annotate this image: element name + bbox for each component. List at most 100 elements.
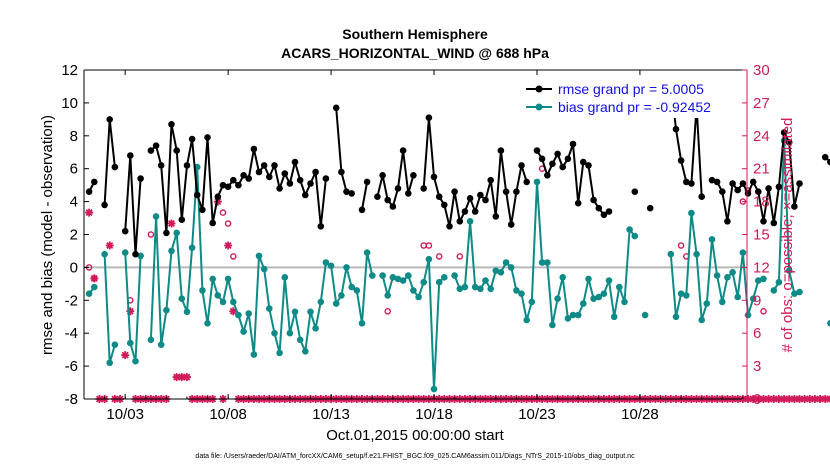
rmse-point xyxy=(255,168,263,176)
x-tick-label: 10/28 xyxy=(621,406,659,423)
bias-point xyxy=(708,236,716,243)
bias-point xyxy=(477,285,484,293)
y-tick-label: 10 xyxy=(61,95,78,112)
rmse-point xyxy=(502,188,510,195)
bias-point xyxy=(235,311,242,319)
rmse-point xyxy=(132,250,139,258)
obs-assimilated-marker xyxy=(749,395,758,403)
bias-point xyxy=(379,272,386,279)
bias-point xyxy=(85,290,93,298)
obs-possible-marker xyxy=(219,209,227,216)
bias-point xyxy=(513,287,520,294)
rmse-point xyxy=(147,147,155,154)
obs-assimilated-marker xyxy=(126,307,135,316)
obs-assimilated-marker xyxy=(774,395,783,403)
bias-point xyxy=(420,278,428,286)
rmse-point xyxy=(399,147,407,154)
rmse-point xyxy=(363,178,371,186)
rmse-point xyxy=(245,175,252,182)
rmse-point xyxy=(796,180,803,187)
rmse-point xyxy=(157,162,165,169)
rmse-point xyxy=(173,147,180,154)
bias-point xyxy=(435,278,443,286)
y2-tick-label: 21 xyxy=(753,161,770,178)
obs-assimilated-marker xyxy=(780,395,789,403)
bias-point xyxy=(507,264,515,271)
rmse-point xyxy=(482,196,489,204)
y2-tick-label: 0 xyxy=(753,391,761,408)
rmse-point xyxy=(760,218,767,225)
rmse-point xyxy=(322,175,330,182)
y2-tick-label: 6 xyxy=(753,325,761,342)
rmse-point xyxy=(348,190,356,197)
bias-point xyxy=(168,247,175,255)
bias-point xyxy=(240,328,247,335)
rmse-point xyxy=(430,173,438,181)
obs-assimilated-marker xyxy=(785,395,794,403)
rmse-line-segment xyxy=(124,154,142,256)
bias-point xyxy=(327,262,335,270)
bias-point xyxy=(528,298,536,306)
bias-point xyxy=(183,308,191,316)
rmse-point xyxy=(441,201,448,209)
bias-point xyxy=(610,313,618,321)
rmse-point xyxy=(523,178,530,186)
bias-point xyxy=(441,274,448,281)
rmse-point xyxy=(708,176,716,184)
rmse-point xyxy=(554,150,561,158)
rmse-point xyxy=(307,180,314,187)
rmse-point xyxy=(405,190,412,197)
rmse-point xyxy=(451,188,458,195)
bias-point xyxy=(791,290,798,298)
legend-box xyxy=(520,76,738,118)
bias-point xyxy=(544,259,551,266)
bias-point xyxy=(147,336,155,344)
bias-point xyxy=(626,226,633,233)
rmse-point xyxy=(379,172,386,179)
plot-background xyxy=(84,70,747,399)
rmse-point xyxy=(590,196,597,204)
bias-point xyxy=(348,283,356,291)
bias-point xyxy=(785,267,793,275)
bias-point xyxy=(173,229,180,237)
rmse-point xyxy=(744,190,752,197)
bias-point xyxy=(719,298,726,306)
rmse-point xyxy=(770,219,778,227)
bias-point xyxy=(250,351,258,358)
y2-tick-label: 27 xyxy=(753,95,770,112)
y2-tick-label: 9 xyxy=(753,292,761,309)
bias-point xyxy=(260,265,268,273)
obs-assimilated-marker xyxy=(224,241,233,250)
y2-tick-label: 24 xyxy=(753,128,770,145)
rmse-point xyxy=(163,229,170,237)
rmse-point xyxy=(224,183,232,191)
rmse-point xyxy=(559,163,566,171)
bias-point xyxy=(343,264,350,271)
rmse-point xyxy=(276,185,283,192)
bias-point xyxy=(770,287,778,294)
bias-point xyxy=(744,311,752,319)
rmse-point xyxy=(585,162,592,169)
bias-point xyxy=(111,341,119,349)
bias-point xyxy=(178,295,186,303)
bias-point xyxy=(121,249,129,256)
obs-assimilated-marker xyxy=(759,395,768,403)
rmse-point xyxy=(507,221,515,228)
rmse-point xyxy=(266,173,273,181)
rmse-point xyxy=(389,203,397,210)
rmse-point xyxy=(600,211,608,219)
rmse-point xyxy=(518,162,525,169)
rmse-point xyxy=(821,153,829,161)
bias-point xyxy=(693,250,700,258)
bias-point xyxy=(405,272,412,279)
rmse-point xyxy=(271,162,278,169)
bias-point xyxy=(796,288,803,296)
y-tick-label: -6 xyxy=(65,358,78,375)
bias-point xyxy=(219,298,227,306)
bias-point xyxy=(574,311,582,319)
bias-point xyxy=(415,293,422,301)
rmse-point xyxy=(394,185,402,192)
y2-tick-label: 18 xyxy=(753,194,770,211)
rmse-point xyxy=(183,162,191,169)
bias-point xyxy=(775,278,783,286)
